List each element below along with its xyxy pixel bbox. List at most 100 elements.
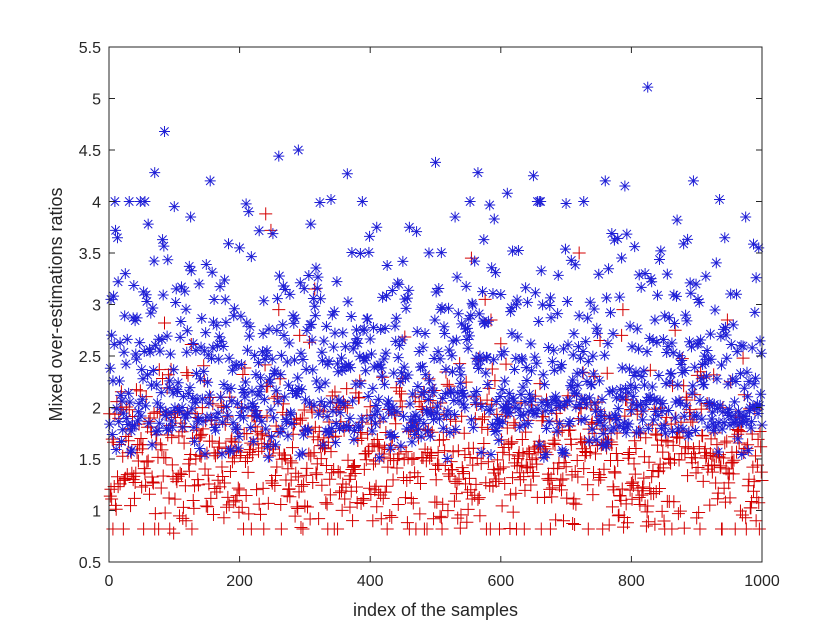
star-marker [618,417,630,429]
plus-marker [216,469,230,483]
star-marker [613,420,625,432]
plus-marker [122,403,136,417]
star-marker [520,362,532,374]
star-marker [243,206,255,218]
star-marker [407,420,419,432]
star-marker [457,388,469,400]
star-marker [381,260,393,272]
star-marker [335,352,347,364]
plus-marker [291,501,305,515]
star-marker [602,338,614,350]
plus-marker [366,514,380,528]
star-marker [490,267,502,279]
plus-marker [342,472,356,486]
star-marker [228,303,240,315]
plus-marker [147,406,161,420]
plus-marker [752,496,766,510]
star-marker [508,395,520,407]
star-marker [394,339,406,351]
star-marker [411,226,423,238]
plus-marker [306,475,320,489]
star-marker [370,400,382,412]
star-marker [133,398,145,410]
star-marker [430,286,442,298]
star-marker [689,361,701,373]
star-marker [360,351,372,363]
star-marker [503,403,515,415]
plus-marker [530,457,544,471]
star-marker [744,405,756,417]
star-marker [463,330,475,342]
plus-marker [424,446,438,460]
star-marker [699,350,711,362]
star-marker [530,408,542,420]
plus-marker [477,410,491,424]
star-marker [211,340,223,352]
star-marker [672,379,684,391]
star-marker [667,425,679,437]
star-marker [219,274,231,286]
plus-marker [552,456,566,470]
star-marker [267,228,279,240]
star-marker [734,368,746,380]
plus-marker [477,436,491,450]
star-marker [180,303,192,315]
star-marker [680,309,692,321]
plus-marker [641,499,655,513]
plus-marker [474,457,488,471]
plus-marker [388,408,402,422]
star-marker [260,349,272,361]
star-marker [614,383,626,395]
star-marker [559,243,571,255]
star-marker [532,403,544,415]
star-marker [648,414,660,426]
star-marker [687,380,699,392]
plus-marker [204,491,218,505]
star-marker [226,364,238,376]
star-marker [426,408,438,420]
star-marker [729,396,741,408]
star-marker [533,316,545,328]
star-marker [181,325,193,337]
star-marker [416,361,428,373]
star-marker [472,167,484,179]
star-marker [463,313,475,325]
plus-marker [158,506,172,520]
plus-marker [300,461,314,475]
star-marker [359,354,371,366]
star-marker [196,312,208,324]
plus-marker [673,504,687,518]
star-marker [288,317,300,329]
star-marker [474,350,486,362]
plus-marker [155,443,169,457]
star-marker [275,349,287,361]
plus-marker [356,491,370,505]
plus-marker [609,447,623,461]
plus-marker [706,448,720,462]
plus-marker [278,448,292,462]
plus-marker [294,520,308,534]
star-marker [119,310,131,322]
plus-marker [493,462,507,476]
star-marker [593,375,605,387]
star-marker [221,401,233,413]
plus-marker [636,480,650,494]
star-marker [455,369,467,381]
star-marker [135,410,147,422]
plus-marker [602,518,616,532]
star-marker [209,422,221,434]
star-marker [276,423,288,435]
star-marker [491,425,503,437]
plus-marker [596,522,610,536]
plus-marker [171,469,185,483]
plus-marker [242,445,256,459]
plus-marker [338,492,352,506]
plus-marker [312,512,326,526]
star-marker [374,359,386,371]
star-marker [328,341,340,353]
star-marker [500,402,512,414]
plus-marker [372,440,386,454]
star-marker [485,448,497,460]
star-marker [459,402,471,414]
star-marker [597,428,609,440]
